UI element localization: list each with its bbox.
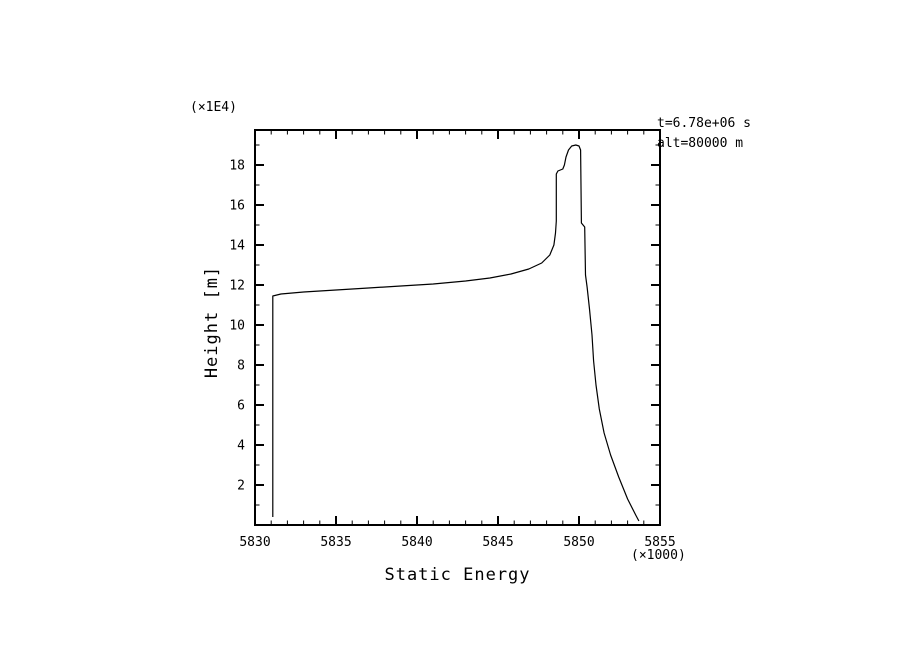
y-tick-label: 12 — [229, 279, 245, 294]
y-tick-label: 10 — [229, 319, 245, 334]
x-tick-label: 5835 — [320, 535, 351, 550]
y-tick-label: 6 — [237, 399, 245, 414]
x-tick-label: 5845 — [482, 535, 513, 550]
y-tick-label: 16 — [229, 199, 245, 214]
x-axis-title: Static Energy — [384, 565, 531, 585]
annotation-time: t=6.78e+06 s — [657, 116, 751, 131]
y-axis-title: Height [m] — [202, 265, 222, 379]
data-curve — [272, 144, 640, 522]
x-tick-label: 5830 — [239, 535, 270, 550]
annotation-altitude: alt=80000 m — [657, 136, 744, 151]
x-tick-label: 5850 — [563, 535, 594, 550]
y-tick-label: 8 — [237, 359, 245, 374]
y-tick-label: 14 — [229, 239, 245, 254]
x-tick-label: 5855 — [644, 535, 675, 550]
y-tick-label: 2 — [237, 479, 245, 494]
plot-border — [254, 129, 661, 526]
x-axis-units-label: (×1000) — [631, 548, 686, 563]
y-tick-label: 18 — [229, 159, 245, 174]
x-tick-label: 5840 — [401, 535, 432, 550]
y-tick-label: 4 — [237, 439, 245, 454]
y-axis-units-label: (×1E4) — [190, 100, 237, 115]
